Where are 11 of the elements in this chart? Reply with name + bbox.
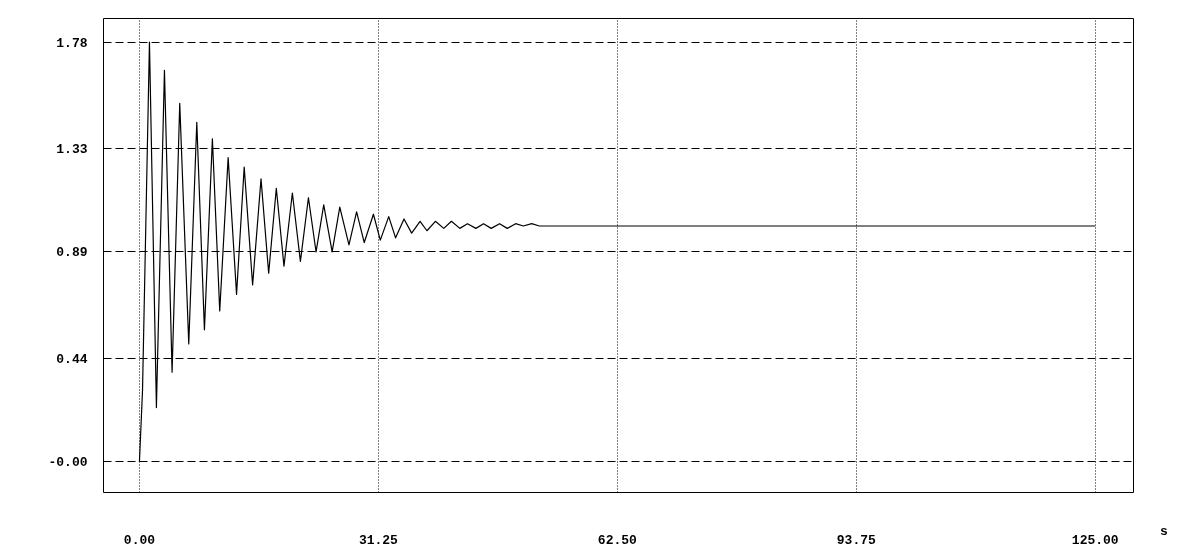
- y-tick-label: 1.78: [56, 35, 88, 51]
- y-tick-label: 0.89: [56, 245, 88, 261]
- x-tick-label: 62.50: [597, 532, 638, 546]
- x-tick-label: 93.75: [836, 532, 877, 546]
- x-axis-title: s: [1160, 523, 1168, 541]
- y-tick-label: -0.00: [48, 455, 88, 471]
- y-tick-label: 1.33: [56, 141, 88, 157]
- x-tick-label: 31.25: [358, 532, 399, 546]
- x-tick-label: 125.00: [1071, 532, 1119, 546]
- y-tick-label: 0.44: [56, 351, 88, 367]
- x-tick-label: 0.00: [123, 532, 156, 546]
